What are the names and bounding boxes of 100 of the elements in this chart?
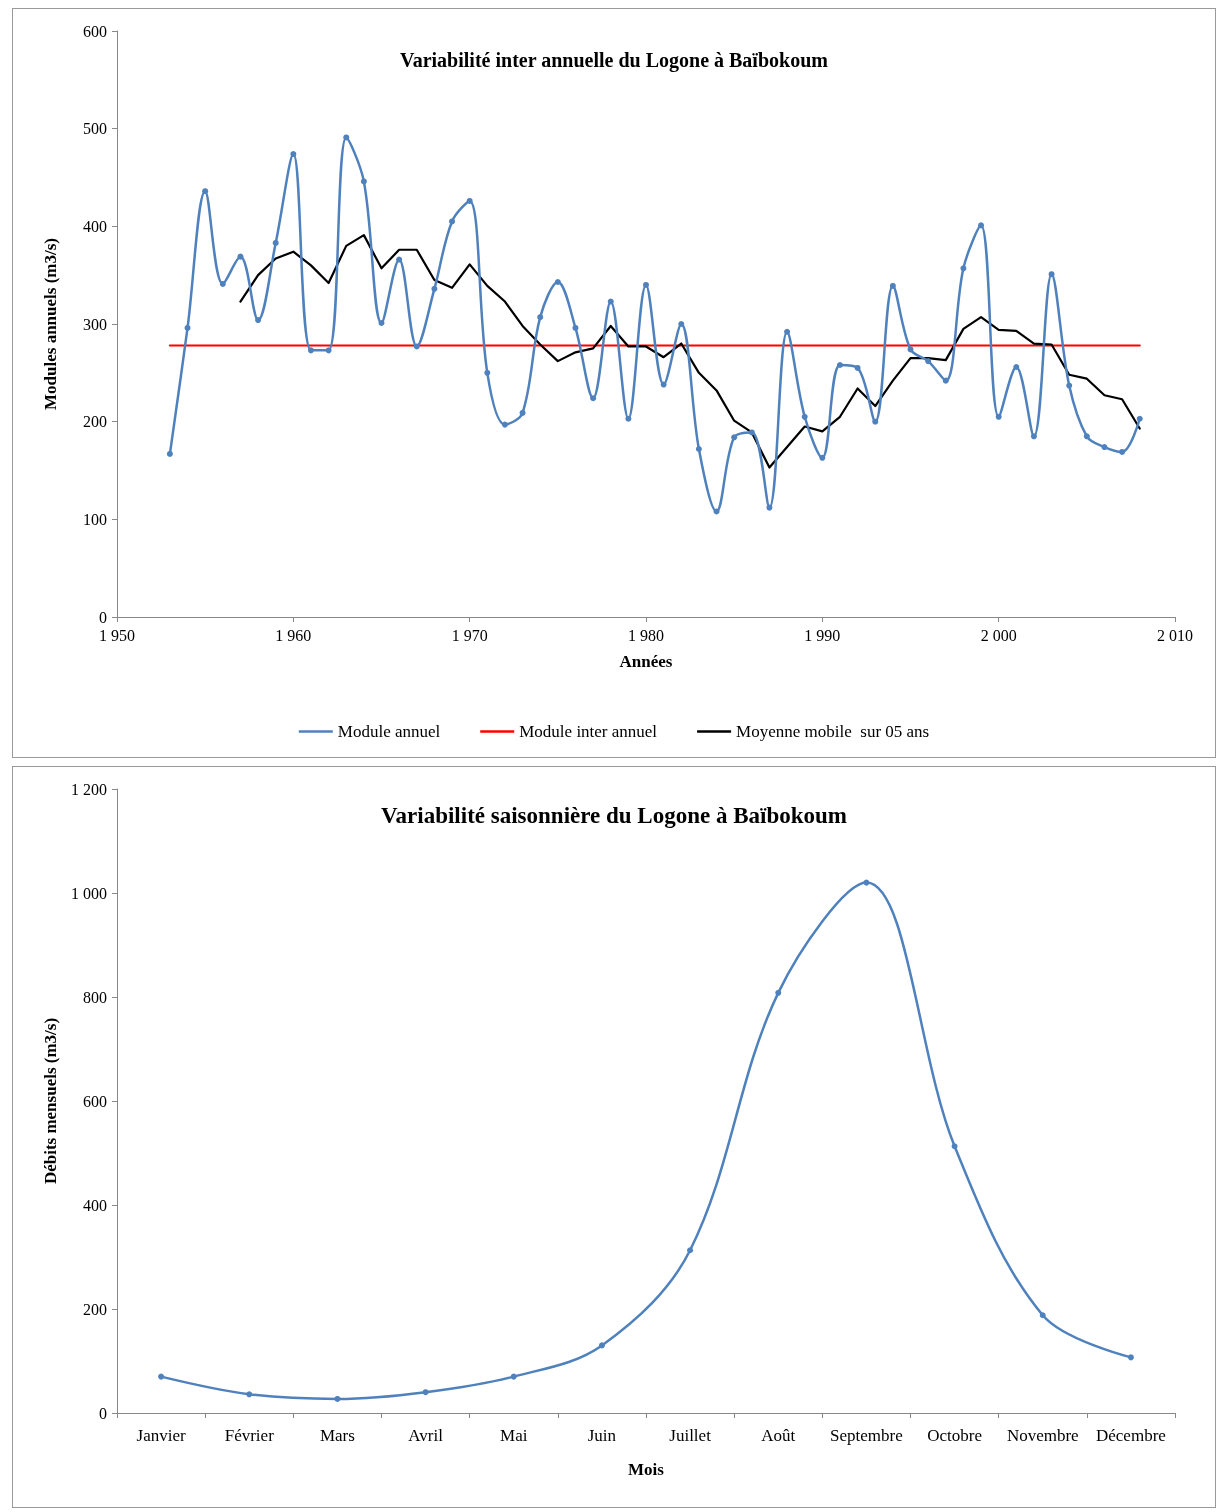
x-tick-label: 1 990 bbox=[804, 626, 841, 644]
x-tick-label: 1 980 bbox=[628, 626, 664, 644]
x-tick-label: Mars bbox=[319, 1426, 355, 1445]
point bbox=[413, 343, 420, 350]
point bbox=[484, 369, 491, 376]
y-tick-label: 1 000 bbox=[71, 884, 107, 902]
point bbox=[1066, 382, 1073, 389]
y-tick-label: 500 bbox=[83, 120, 107, 138]
point bbox=[1119, 448, 1126, 455]
y-tick-label: 800 bbox=[83, 988, 107, 1006]
point bbox=[854, 364, 861, 371]
point bbox=[1136, 415, 1143, 422]
x-axis-title: Mois bbox=[628, 1460, 665, 1479]
x-tick-label: 1 960 bbox=[275, 626, 312, 644]
point bbox=[202, 188, 209, 195]
point bbox=[942, 377, 949, 384]
point bbox=[519, 409, 526, 416]
point bbox=[766, 504, 773, 511]
point bbox=[325, 347, 332, 354]
point bbox=[343, 134, 350, 141]
point bbox=[1039, 1312, 1046, 1319]
x-tick-label: Novembre bbox=[1006, 1426, 1079, 1445]
point bbox=[748, 429, 755, 436]
point bbox=[863, 879, 870, 886]
legend-label: Moyenne mobile sur 05 ans bbox=[736, 722, 930, 741]
x-tick-label: Octobre bbox=[927, 1426, 982, 1445]
point bbox=[158, 1373, 165, 1380]
x-tick-label: Juillet bbox=[669, 1426, 712, 1445]
point bbox=[925, 358, 932, 365]
text: Variabilité inter annuelle du Logone à Baïbokoum bbox=[400, 49, 829, 72]
point bbox=[537, 314, 544, 321]
point bbox=[889, 282, 896, 289]
point bbox=[819, 454, 826, 461]
x-axis-title: Années bbox=[619, 652, 673, 671]
point bbox=[272, 239, 279, 246]
point bbox=[687, 1247, 694, 1254]
y-tick-label: 200 bbox=[83, 1300, 107, 1318]
point bbox=[590, 395, 597, 402]
point bbox=[360, 178, 367, 185]
point bbox=[951, 1143, 958, 1150]
point bbox=[237, 253, 244, 260]
point bbox=[784, 328, 791, 335]
point bbox=[307, 347, 314, 354]
x-tick-label: Février bbox=[224, 1426, 275, 1445]
x-tick-label: Mai bbox=[500, 1426, 528, 1445]
text: Variabilité saisonnière du Logone à Baïbokoum bbox=[381, 803, 847, 828]
y-tick-label: 600 bbox=[83, 1092, 107, 1110]
point bbox=[510, 1373, 517, 1380]
point bbox=[378, 320, 385, 327]
point bbox=[598, 1342, 605, 1349]
point bbox=[995, 413, 1002, 420]
point bbox=[731, 434, 738, 441]
point bbox=[501, 421, 508, 428]
point bbox=[466, 197, 473, 204]
y-tick-label: 0 bbox=[99, 608, 107, 626]
x-tick-label: Décembre bbox=[1095, 1426, 1166, 1445]
x-tick-label: Avril bbox=[408, 1426, 444, 1445]
point bbox=[396, 256, 403, 263]
y-tick-label: 0 bbox=[99, 1404, 107, 1422]
y-axis-title: Modules annuels (m3/s) bbox=[41, 238, 60, 410]
legend-label: Module annuel bbox=[337, 722, 441, 741]
point bbox=[184, 324, 191, 331]
point bbox=[1127, 1354, 1134, 1361]
point bbox=[166, 450, 173, 457]
point bbox=[625, 415, 632, 422]
x-tick-label: Juin bbox=[587, 1426, 617, 1445]
point bbox=[643, 281, 649, 288]
point bbox=[678, 321, 685, 327]
point bbox=[660, 381, 667, 388]
x-tick-label: Janvier bbox=[136, 1426, 186, 1445]
point bbox=[422, 1389, 429, 1396]
point bbox=[1101, 444, 1108, 451]
y-tick-label: 200 bbox=[83, 413, 107, 431]
point bbox=[872, 418, 879, 425]
point bbox=[775, 989, 782, 996]
y-tick-label: 300 bbox=[83, 315, 107, 333]
point bbox=[449, 218, 456, 225]
x-tick-label: 1 950 bbox=[99, 626, 135, 644]
line-series bbox=[239, 234, 1141, 469]
y-tick-label: 400 bbox=[83, 217, 107, 235]
x-tick-label: 2 010 bbox=[1157, 626, 1193, 644]
y-tick-label: 100 bbox=[83, 510, 107, 528]
point bbox=[1013, 363, 1020, 370]
y-tick-label: 1 200 bbox=[71, 780, 107, 798]
point bbox=[1030, 433, 1037, 440]
point bbox=[219, 280, 226, 287]
y-axis-title: Débits mensuels (m3/s) bbox=[41, 1017, 60, 1185]
x-tick-label: Août bbox=[761, 1426, 796, 1445]
point bbox=[572, 324, 579, 331]
point bbox=[246, 1391, 253, 1398]
y-tick-label: 600 bbox=[83, 22, 107, 40]
point bbox=[960, 265, 967, 272]
point bbox=[255, 317, 262, 324]
x-tick-label: 1 970 bbox=[451, 626, 488, 644]
point bbox=[801, 413, 808, 420]
y-tick-label: 400 bbox=[83, 1196, 107, 1214]
point bbox=[334, 1395, 341, 1402]
x-tick-label: Septembre bbox=[830, 1426, 903, 1445]
point bbox=[695, 446, 702, 453]
legend-label: Module inter annuel bbox=[519, 722, 658, 741]
